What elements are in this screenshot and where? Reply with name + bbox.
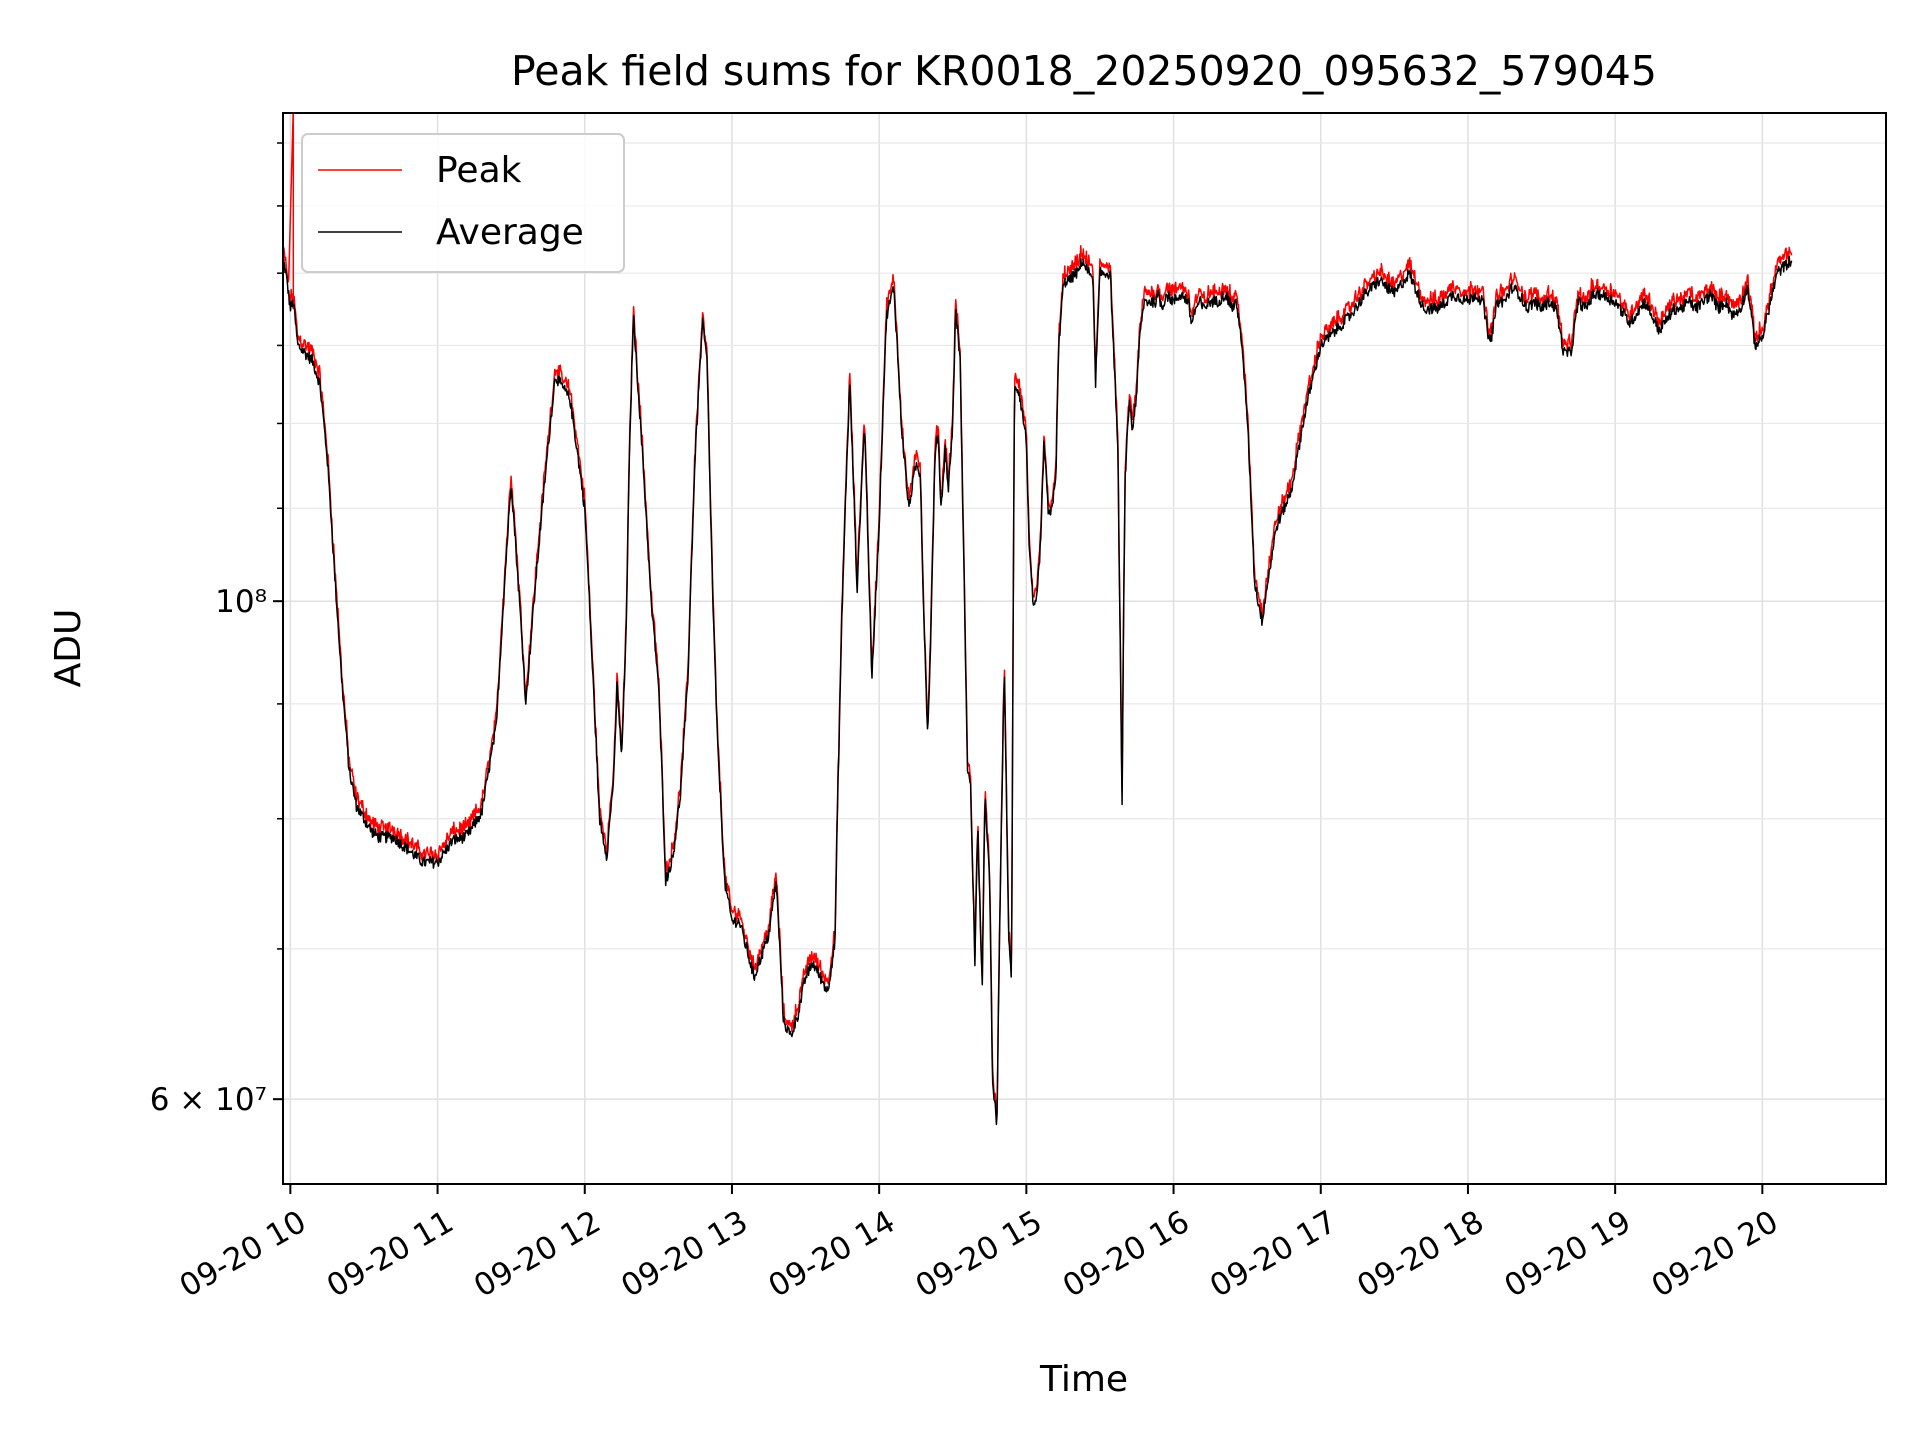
chart-title: Peak field sums for KR0018_20250920_0956… (511, 47, 1657, 95)
legend-box (301, 133, 625, 273)
series-average-line (283, 255, 1793, 1126)
y-axis: 6 × 10⁷ 10⁸ (150, 142, 283, 1118)
plot-frame (282, 112, 1887, 1185)
y-tick-label: 6 × 10⁷ (150, 1082, 267, 1118)
y-tick-label: 10⁸ (215, 584, 267, 620)
series-layer (283, 113, 1793, 1126)
y-axis-label: ADU (48, 609, 89, 688)
legend: Peak Average (301, 133, 625, 273)
legend-average-label: Average (436, 212, 584, 253)
series-peak-line (283, 113, 1793, 1114)
x-axis-label: Time (1039, 1359, 1128, 1400)
legend-peak-label: Peak (436, 150, 522, 191)
